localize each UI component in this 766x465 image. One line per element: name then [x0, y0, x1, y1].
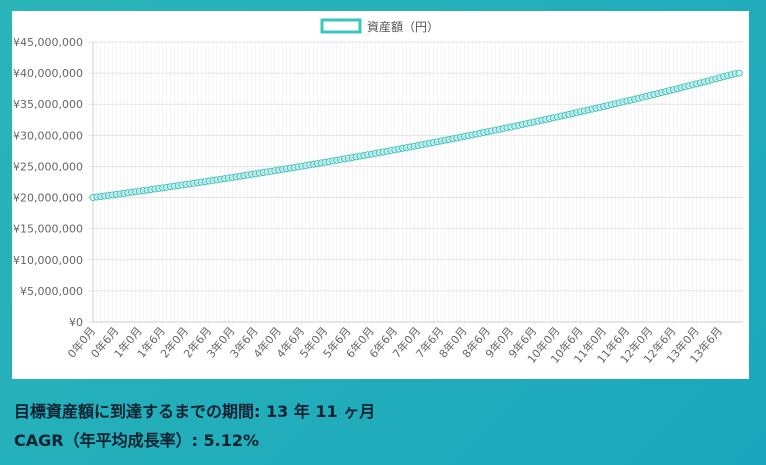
legend-swatch	[320, 18, 362, 34]
legend-label: 資産額（円）	[367, 19, 439, 34]
y-tick-label: ¥35,000,000	[13, 98, 83, 111]
y-tick-label: ¥0	[69, 316, 83, 329]
target-period-text: 目標資産額に到達するまでの期間: 13 年 11 ヶ月	[14, 402, 376, 421]
y-tick-label: ¥40,000,000	[13, 67, 83, 80]
cagr-text: CAGR（年平均成長率）: 5.12%	[14, 431, 260, 450]
legend: 資産額（円）	[320, 18, 439, 34]
y-tick-label: ¥20,000,000	[13, 192, 83, 205]
y-tick-label: ¥10,000,000	[13, 254, 83, 267]
y-tick-label: ¥5,000,000	[20, 285, 83, 298]
chart-card: ¥0 ¥5,000,000 ¥10,000,000 ¥15,000,000 ¥20,00…	[12, 11, 749, 379]
y-tick-label: ¥30,000,000	[13, 129, 83, 142]
y-tick-label: ¥25,000,000	[13, 160, 83, 173]
data-point	[735, 69, 743, 77]
asset-growth-chart: ¥0 ¥5,000,000 ¥10,000,000 ¥15,000,000 ¥20,00…	[13, 18, 744, 366]
y-tick-label: ¥45,000,000	[13, 36, 83, 49]
y-tick-label: ¥15,000,000	[13, 223, 83, 236]
